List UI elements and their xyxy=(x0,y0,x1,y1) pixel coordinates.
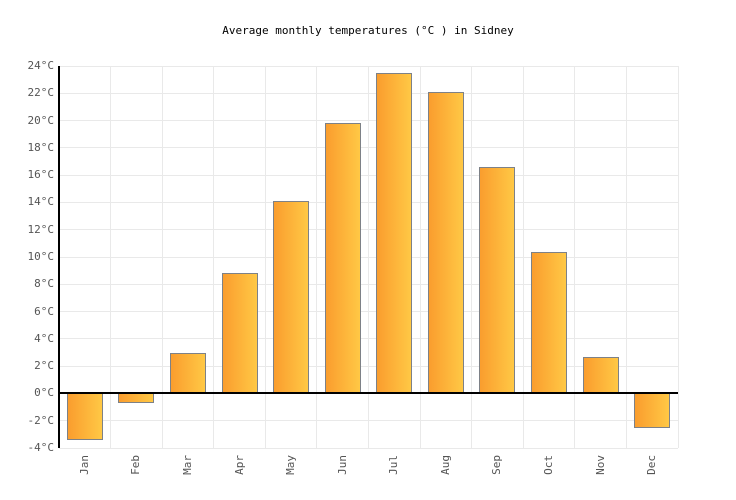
h-gridline--4 xyxy=(59,447,678,449)
x-axis-label-sep: Sep xyxy=(490,455,504,475)
y-axis-tick-label: 12°C xyxy=(27,222,55,236)
y-axis-tick-label: 0°C xyxy=(34,386,54,400)
x-axis-line xyxy=(58,392,678,395)
bar-nov xyxy=(582,356,619,394)
y-axis-tick-label: 4°C xyxy=(34,331,54,345)
x-axis-label-nov: Nov xyxy=(593,455,607,475)
v-gridline-3 xyxy=(213,66,215,448)
bar-feb xyxy=(118,393,155,403)
y-axis-tick-label: -2°C xyxy=(27,413,55,427)
chart-title: Average monthly temperatures (°C ) in Si… xyxy=(222,24,514,37)
bar-jan xyxy=(66,393,103,440)
y-axis-tick-label: 20°C xyxy=(27,113,55,127)
v-gridline-12 xyxy=(677,66,679,448)
y-axis-line xyxy=(58,66,60,448)
bar-apr xyxy=(221,273,258,394)
x-axis-label-jul: Jul xyxy=(387,455,401,475)
v-gridline-5 xyxy=(316,66,318,448)
bar-may xyxy=(273,201,310,394)
y-axis-tick-label: 18°C xyxy=(27,140,55,154)
y-axis-tick-label: 24°C xyxy=(27,59,55,72)
x-axis-label-may: May xyxy=(284,455,298,475)
v-gridline-6 xyxy=(368,66,369,448)
x-axis-label-aug: Aug xyxy=(438,455,452,475)
bar-aug xyxy=(427,91,464,394)
v-gridline-1 xyxy=(110,66,112,448)
bar-mar xyxy=(169,352,206,394)
bar-oct xyxy=(531,251,568,394)
y-axis-tick-label: 6°C xyxy=(34,304,54,318)
bar-jun xyxy=(324,123,361,394)
x-axis-label-jun: Jun xyxy=(335,455,349,475)
bar-sep xyxy=(479,166,516,394)
y-axis-tick-label: 22°C xyxy=(27,86,55,100)
y-axis-tick-label: 16°C xyxy=(27,168,55,182)
v-gridline-8 xyxy=(471,66,473,448)
y-axis-tick-label: 8°C xyxy=(34,277,54,291)
bar-dec xyxy=(634,393,671,428)
y-axis-tick-label: -4°C xyxy=(27,441,55,454)
x-axis-label-apr: Apr xyxy=(232,455,246,475)
y-axis-tick-label: 10°C xyxy=(27,250,55,263)
v-gridline-10 xyxy=(574,66,576,448)
x-axis-label-feb: Feb xyxy=(129,455,143,475)
v-gridline-2 xyxy=(161,66,163,448)
bar-jul xyxy=(376,72,413,394)
x-axis-label-oct: Oct xyxy=(542,455,556,475)
x-axis-label-dec: Dec xyxy=(645,455,659,475)
v-gridline-11 xyxy=(625,66,627,448)
y-axis-tick-label: 2°C xyxy=(34,359,54,373)
v-gridline-9 xyxy=(522,66,524,448)
v-gridline-7 xyxy=(419,66,421,448)
y-axis-tick-label: 14°C xyxy=(27,195,55,209)
x-axis-label-mar: Mar xyxy=(180,455,194,475)
x-axis-label-jan: Jan xyxy=(77,455,91,475)
v-gridline-4 xyxy=(264,66,266,448)
